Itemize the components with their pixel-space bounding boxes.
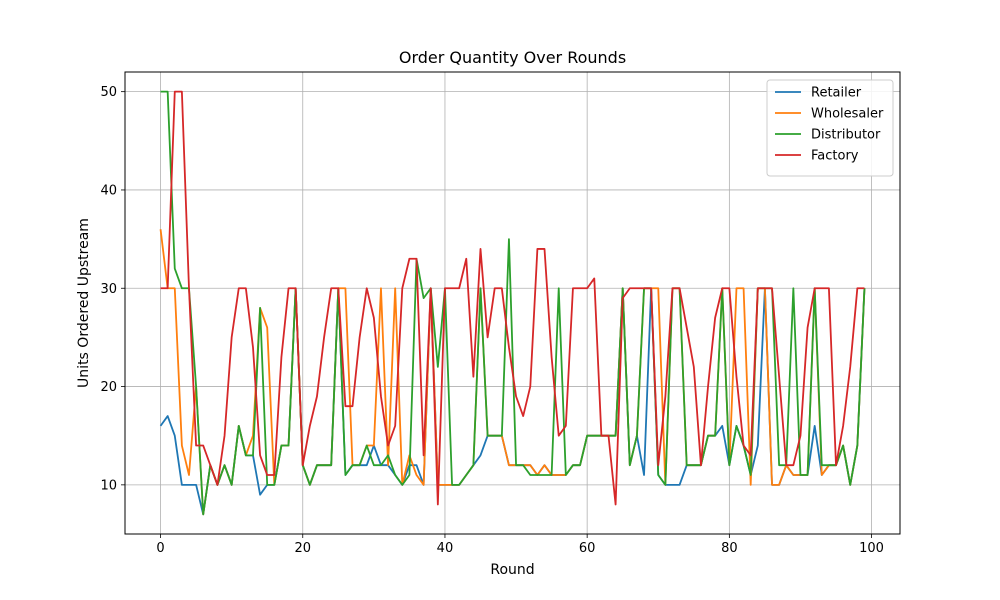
y-axis-ticks: 10 20 30 40 50 bbox=[100, 85, 125, 493]
legend-label-retailer: Retailer bbox=[811, 86, 862, 101]
legend-label-wholesaler: Wholesaler bbox=[811, 107, 884, 122]
legend-box bbox=[766, 79, 894, 177]
y-tick-label: 30 bbox=[100, 282, 117, 297]
legend-label-distributor: Distributor bbox=[811, 128, 881, 143]
x-tick-label: 60 bbox=[579, 541, 596, 556]
x-axis-ticks: 0 20 40 60 80 100 bbox=[156, 534, 884, 556]
x-tick-label: 20 bbox=[294, 541, 311, 556]
series-lines bbox=[159, 90, 866, 516]
x-axis-label: Round bbox=[490, 562, 534, 578]
plot-area-frame bbox=[124, 71, 901, 535]
x-tick-label: 0 bbox=[156, 541, 164, 556]
legend: Retailer Wholesaler Distributor Factory bbox=[766, 79, 894, 177]
y-axis-label: Units Ordered Upstream bbox=[76, 218, 92, 388]
legend-label-factory: Factory bbox=[811, 149, 859, 164]
x-tick-label: 80 bbox=[721, 541, 738, 556]
chart-title: Order Quantity Over Rounds bbox=[399, 48, 626, 67]
x-tick-label: 40 bbox=[437, 541, 454, 556]
y-tick-label: 10 bbox=[100, 478, 117, 493]
y-tick-label: 20 bbox=[100, 380, 117, 395]
series-line-factory bbox=[160, 90, 865, 506]
y-tick-label: 50 bbox=[100, 85, 117, 100]
y-tick-label: 40 bbox=[100, 183, 117, 198]
x-tick-label: 100 bbox=[859, 541, 884, 556]
series-line-distributor bbox=[160, 90, 866, 516]
